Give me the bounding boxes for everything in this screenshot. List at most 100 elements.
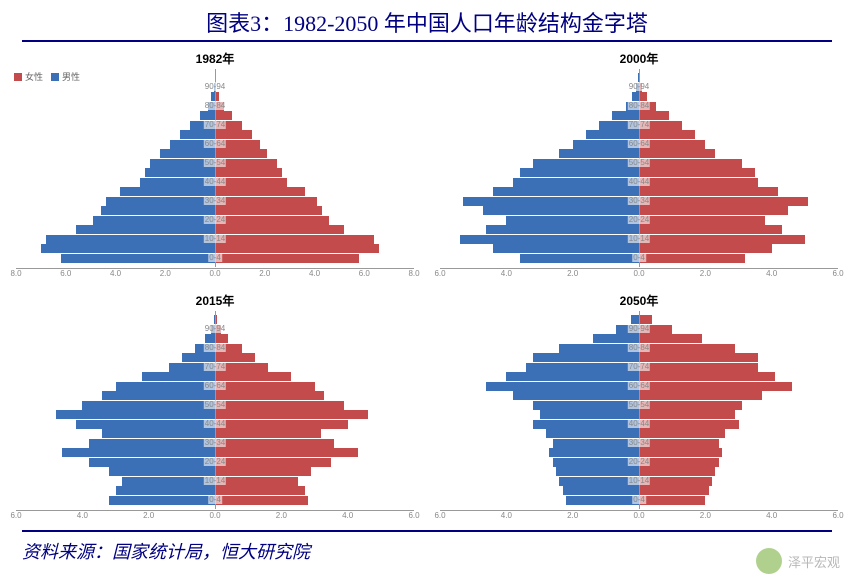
male-bar	[93, 216, 215, 225]
female-bar	[639, 325, 672, 334]
female-bar	[215, 477, 298, 486]
male-bar	[573, 140, 639, 149]
male-bar	[76, 225, 215, 234]
male-bar	[612, 111, 639, 120]
x-tick: 0.0	[633, 511, 644, 520]
female-bar	[639, 149, 715, 158]
center-axis	[639, 69, 640, 267]
male-bar	[76, 420, 215, 429]
panel-title: 1982年	[8, 48, 422, 69]
female-bar	[639, 235, 805, 244]
male-bar	[486, 382, 639, 391]
female-bar	[639, 206, 788, 215]
male-bar	[460, 235, 639, 244]
female-bar	[215, 159, 277, 168]
female-bar	[639, 159, 742, 168]
female-bar	[215, 344, 242, 353]
x-tick: 4.0	[110, 269, 121, 278]
x-tick: 2.0	[259, 269, 270, 278]
female-bar	[215, 363, 268, 372]
male-bar	[41, 244, 215, 253]
male-bar	[56, 410, 215, 419]
male-bar	[150, 159, 215, 168]
x-ticks: 6.04.02.00.02.04.06.0	[440, 269, 838, 281]
male-bar	[89, 458, 215, 467]
female-bar	[215, 353, 255, 362]
male-bar	[160, 149, 215, 158]
male-bar	[142, 372, 215, 381]
x-tick: 6.0	[832, 269, 843, 278]
source-text: 资料来源：国家统计局，恒大研究院	[0, 532, 854, 564]
x-tick: 2.0	[143, 511, 154, 520]
female-bar	[639, 467, 715, 476]
center-axis	[639, 311, 640, 509]
x-tick: 4.0	[77, 511, 88, 520]
female-bar	[215, 225, 344, 234]
x-tick: 4.0	[766, 269, 777, 278]
x-tick: 2.0	[567, 269, 578, 278]
title-rule	[22, 40, 832, 42]
x-tick: 4.0	[309, 269, 320, 278]
female-bar	[639, 121, 682, 130]
female-bar	[215, 140, 260, 149]
female-bar	[215, 197, 317, 206]
female-bar	[639, 92, 647, 101]
female-bar	[639, 363, 758, 372]
female-bar	[639, 382, 792, 391]
x-tick: 6.0	[434, 511, 445, 520]
pyramid-plot: 90-9480-8470-7460-6450-5440-4430-3420-24…	[440, 69, 838, 267]
female-bar	[639, 391, 762, 400]
male-bar	[483, 206, 639, 215]
female-bar	[639, 225, 782, 234]
male-bar	[89, 439, 215, 448]
male-bar	[46, 235, 215, 244]
female-bar	[639, 401, 742, 410]
female-bar	[215, 178, 287, 187]
female-bar	[215, 254, 359, 263]
center-axis	[215, 69, 216, 267]
x-tick: 6.0	[832, 511, 843, 520]
male-bar	[520, 254, 639, 263]
male-bar	[626, 102, 639, 111]
male-bar	[140, 178, 215, 187]
male-bar	[616, 325, 639, 334]
female-bar	[215, 206, 322, 215]
female-bar	[215, 121, 242, 130]
male-bar	[106, 197, 215, 206]
female-bar	[215, 130, 252, 139]
x-tick: 2.0	[700, 511, 711, 520]
legend-female: 女性	[14, 70, 43, 83]
male-bar	[599, 121, 639, 130]
female-bar	[639, 168, 755, 177]
female-bar	[639, 486, 709, 495]
male-bar	[563, 486, 639, 495]
female-bar	[639, 458, 719, 467]
x-tick: 6.0	[60, 269, 71, 278]
legend: 女性男性	[14, 70, 80, 83]
panel-y2015: 2015年90-9480-8470-7460-6450-5440-4430-34…	[8, 290, 422, 528]
male-bar	[182, 353, 215, 362]
female-bar	[215, 410, 368, 419]
female-bar	[215, 401, 344, 410]
female-bar	[639, 410, 735, 419]
x-tick: 6.0	[408, 511, 419, 520]
female-bar	[639, 439, 719, 448]
male-bar	[520, 168, 639, 177]
male-bar	[559, 149, 639, 158]
male-bar	[463, 197, 639, 206]
male-bar	[116, 486, 216, 495]
x-tick: 8.0	[10, 269, 21, 278]
female-bar	[639, 477, 712, 486]
panel-grid: 1982年女性男性 90-9480-8470-7460-6450-5440-443…	[0, 48, 854, 528]
male-bar	[145, 168, 215, 177]
male-bar	[553, 458, 639, 467]
male-bar	[200, 111, 215, 120]
female-bar	[639, 315, 652, 324]
male-bar	[559, 344, 639, 353]
female-bar	[215, 382, 315, 391]
male-bar	[122, 477, 215, 486]
male-bar	[513, 391, 639, 400]
female-bar	[639, 448, 722, 457]
x-tick: 6.0	[359, 269, 370, 278]
female-bar	[215, 235, 374, 244]
